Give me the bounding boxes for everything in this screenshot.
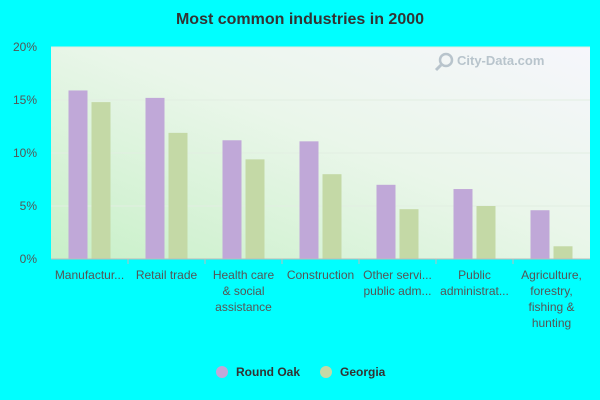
- bar-georgia: [168, 132, 188, 259]
- y-tick-label: 10%: [13, 146, 37, 160]
- bar-georgia: [399, 209, 419, 259]
- chart-title: Most common industries in 2000: [176, 11, 424, 28]
- bar-round-oak: [530, 210, 550, 259]
- x-tick-label: Construction: [287, 268, 354, 282]
- x-tick-label-line: Other servi...: [363, 268, 432, 282]
- x-tick-label-line: assistance: [215, 300, 272, 314]
- bar-round-oak: [145, 97, 165, 259]
- x-tick-label-line: Public: [458, 268, 491, 282]
- bar-round-oak: [68, 90, 88, 260]
- bar-round-oak: [299, 141, 319, 259]
- bar-georgia: [245, 159, 265, 259]
- legend-swatch: [216, 366, 228, 378]
- bars: [68, 90, 573, 260]
- bar-georgia: [91, 102, 111, 260]
- x-tick-label-line: Retail trade: [136, 268, 198, 282]
- x-tick-label-line: & social: [222, 284, 264, 298]
- legend-swatch: [320, 366, 332, 378]
- x-tick-label-line: fishing &: [528, 300, 574, 314]
- y-tick-label: 15%: [13, 93, 37, 107]
- x-tick-label-line: Health care: [213, 268, 275, 282]
- x-tick-label: Public administrat...: [440, 268, 509, 298]
- bar-round-oak: [222, 140, 242, 259]
- x-tick-label-line: Agriculture,: [521, 268, 582, 282]
- x-tick-label: Agriculture, forestry, fishing & hunting: [521, 268, 582, 330]
- x-tick-label-line: hunting: [532, 316, 571, 330]
- bar-georgia: [322, 174, 342, 259]
- legend: Round Oak Georgia: [216, 365, 386, 379]
- x-tick-label-line: Manufactur...: [55, 268, 124, 282]
- y-tick-label: 5%: [20, 199, 38, 213]
- x-axis: Manufactur... Retail trade Health care & so…: [51, 258, 590, 330]
- x-tick-label: Other servi... public adm...: [363, 268, 432, 298]
- x-tick-label: Retail trade: [136, 268, 198, 282]
- bar-georgia: [553, 246, 573, 259]
- gridlines: [51, 46, 590, 207]
- magnifier-icon: [434, 52, 454, 72]
- bar-georgia: [476, 206, 496, 259]
- y-axis: 0% 5% 10% 15% 20%: [13, 40, 37, 266]
- x-tick-label-line: administrat...: [440, 284, 509, 298]
- bar-round-oak: [453, 189, 473, 259]
- y-tick-label: 20%: [13, 40, 37, 54]
- bar-round-oak: [376, 184, 396, 259]
- watermark-text: City-Data.com: [457, 53, 544, 68]
- x-tick-label-line: Construction: [287, 268, 354, 282]
- x-tick-label: Health care & social assistance: [213, 268, 275, 314]
- legend-label: Georgia: [340, 365, 386, 379]
- x-tick-label-line: public adm...: [363, 284, 431, 298]
- legend-label: Round Oak: [236, 365, 300, 379]
- watermark: City-Data.com: [434, 52, 544, 72]
- x-tick-label: Manufactur...: [55, 268, 124, 282]
- x-tick-label-line: forestry,: [530, 284, 572, 298]
- y-tick-label: 0%: [20, 252, 38, 266]
